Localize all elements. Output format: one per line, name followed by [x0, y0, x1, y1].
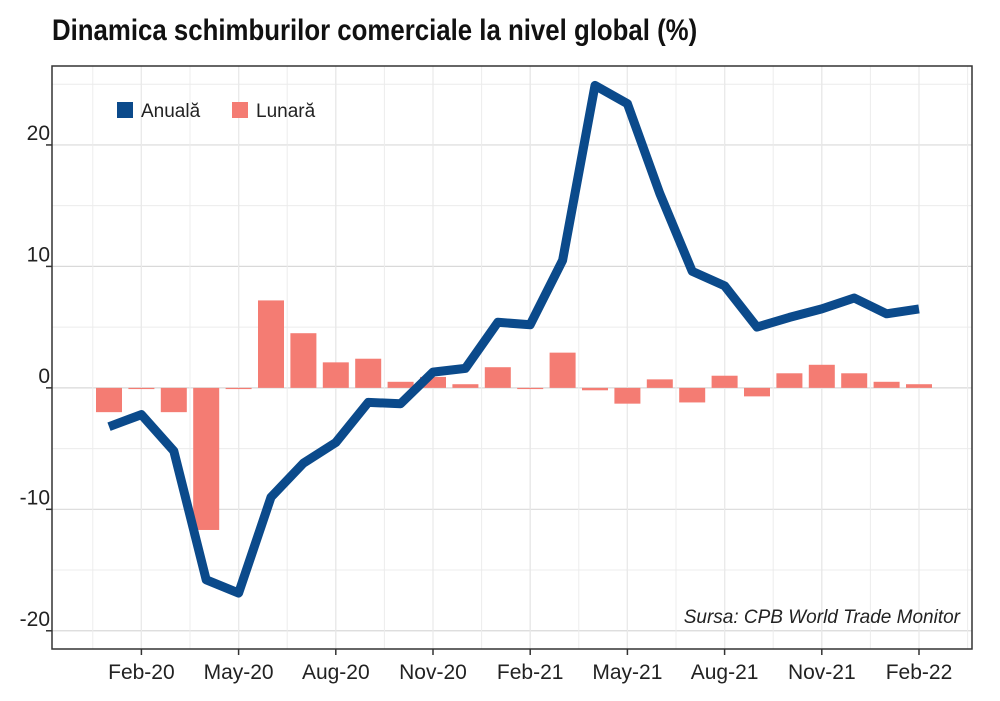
legend-swatch-monthly: [232, 102, 248, 118]
plot-border: [51, 65, 973, 650]
y-tick-label: 0: [38, 365, 50, 388]
y-tick-label: -20: [20, 608, 50, 631]
line-annual: [107, 80, 920, 598]
bar-monthly: [160, 387, 187, 413]
legend: Anuală Lunară: [117, 101, 316, 122]
chart-title: Dinamica schimburilor comerciale la nive…: [52, 14, 698, 47]
y-tick-label: 10: [27, 243, 50, 266]
bar-monthly: [290, 333, 317, 388]
line-layer: [107, 80, 920, 598]
bar-monthly: [679, 387, 706, 403]
x-tick-label: Aug-21: [691, 661, 759, 684]
bar-monthly: [711, 375, 738, 388]
bar-monthly: [96, 387, 122, 413]
bar-monthly: [517, 387, 544, 390]
y-tick-label: 20: [27, 122, 50, 145]
bar-monthly: [549, 352, 576, 388]
bar-monthly: [355, 358, 382, 388]
bar-monthly: [776, 373, 803, 388]
bar-monthly: [452, 384, 479, 388]
y-tick-label: -10: [20, 486, 50, 509]
bar-layer: [96, 300, 932, 530]
bar-monthly: [420, 376, 446, 388]
bar-monthly: [484, 367, 511, 388]
x-tick-label: May-21: [592, 661, 662, 684]
bar-monthly: [841, 373, 868, 388]
legend-swatch-annual: [117, 102, 133, 118]
x-tick-label: Nov-20: [399, 661, 467, 684]
x-tick-label: Nov-21: [788, 661, 856, 684]
bar-monthly: [906, 384, 932, 388]
x-tick-label: Feb-20: [108, 661, 175, 684]
bar-monthly: [873, 381, 900, 388]
x-tick-label: Feb-21: [497, 661, 564, 684]
bar-monthly: [646, 379, 673, 388]
x-axis: Feb-20 May-20 Aug-20 Nov-20 Feb-21 May-21 Aug-…: [108, 649, 952, 684]
legend-label-monthly: Lunară: [256, 101, 316, 122]
legend-label-annual: Anuală: [141, 101, 201, 122]
y-axis: -20 -10 0 10 20: [20, 122, 52, 632]
x-tick-label: Feb-22: [886, 661, 953, 684]
bar-monthly: [582, 387, 608, 391]
bar-monthly: [258, 300, 284, 388]
bar-monthly: [744, 387, 770, 397]
bar-monthly: [128, 387, 155, 390]
plot-area: [52, 66, 972, 649]
x-tick-label: Aug-20: [302, 661, 370, 684]
bar-monthly: [193, 387, 220, 530]
source-note: Sursa: CPB World Trade Monitor: [684, 607, 961, 628]
bar-monthly: [322, 362, 349, 388]
bar-monthly: [808, 364, 835, 388]
bar-monthly: [614, 387, 641, 404]
bar-monthly: [225, 387, 252, 390]
bar-monthly: [387, 381, 414, 388]
x-tick-label: May-20: [204, 661, 274, 684]
